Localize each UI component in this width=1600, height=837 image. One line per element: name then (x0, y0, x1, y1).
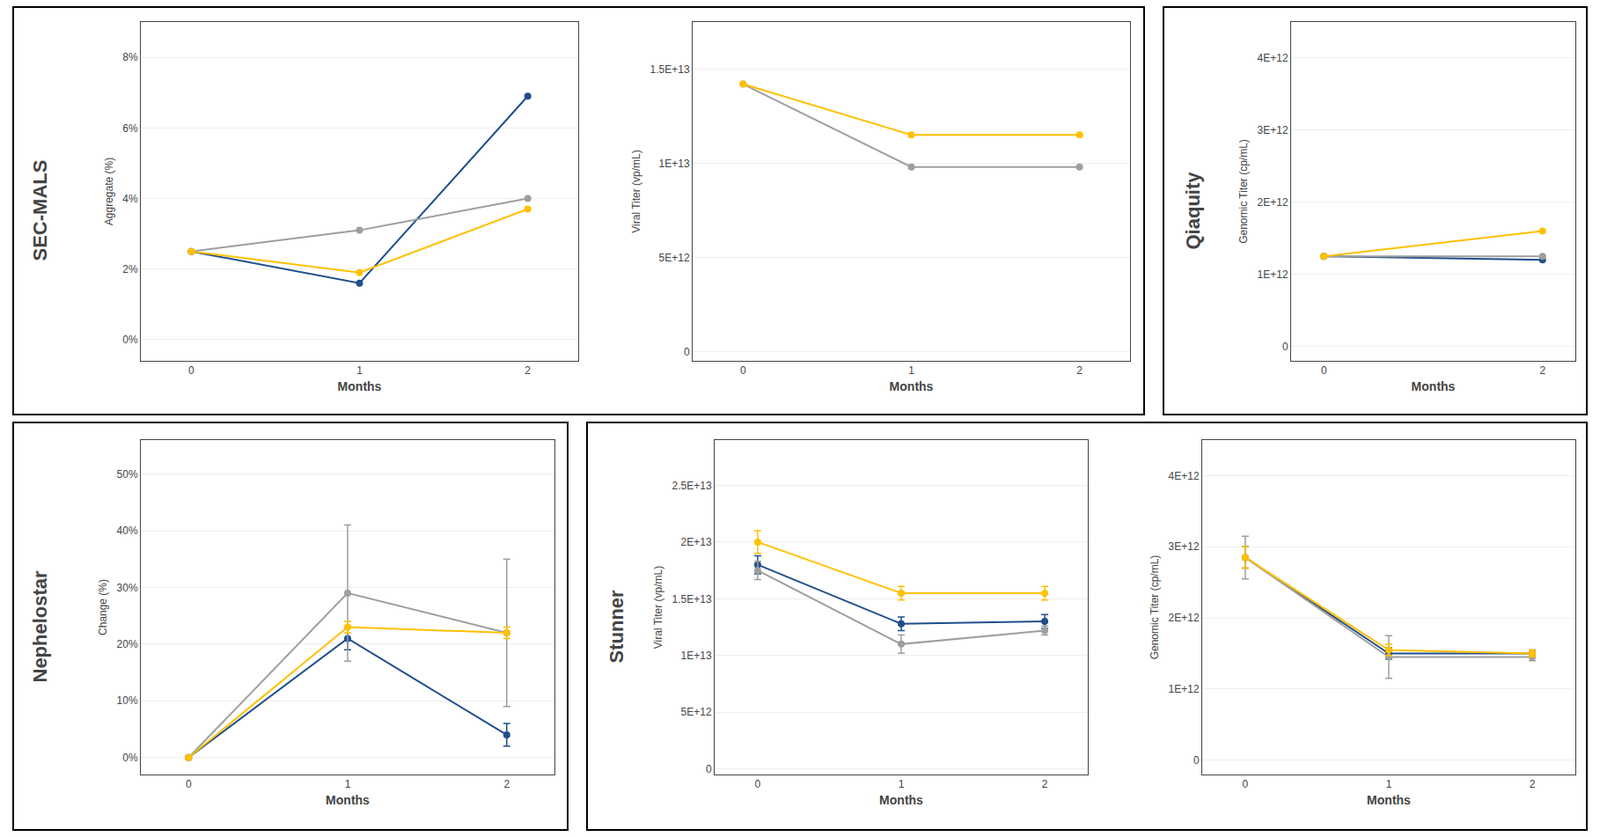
svg-text:0%: 0% (122, 333, 139, 346)
svg-text:2%: 2% (122, 263, 139, 276)
svg-text:1: 1 (356, 364, 363, 377)
svg-text:1.5E+13: 1.5E+13 (650, 63, 690, 76)
svg-text:1: 1 (344, 777, 352, 791)
svg-text:Nephelostar: Nephelostar (29, 570, 52, 683)
svg-text:0%: 0% (122, 751, 139, 764)
svg-text:Viral Titer (vp/mL): Viral Titer (vp/mL) (652, 565, 665, 649)
svg-text:Months: Months (889, 379, 934, 394)
svg-text:2: 2 (1076, 364, 1083, 377)
svg-text:40%: 40% (117, 524, 139, 537)
svg-text:3E+12: 3E+12 (1257, 124, 1289, 137)
svg-text:10%: 10% (117, 694, 139, 707)
svg-text:1E+13: 1E+13 (659, 157, 690, 170)
svg-text:Qiaquity: Qiaquity (1181, 171, 1204, 250)
svg-text:1E+12: 1E+12 (1168, 682, 1200, 696)
svg-text:5E+12: 5E+12 (659, 251, 690, 265)
svg-text:0: 0 (185, 777, 192, 791)
svg-text:3E+12: 3E+12 (1168, 540, 1200, 553)
svg-text:Months: Months (879, 792, 924, 808)
svg-text:Months: Months (1366, 792, 1411, 808)
svg-text:Aggregate (%): Aggregate (%) (102, 157, 116, 226)
svg-text:8%: 8% (122, 51, 139, 64)
svg-text:4E+12: 4E+12 (1257, 51, 1289, 65)
svg-text:1: 1 (1386, 777, 1393, 791)
svg-text:Genomic Titer (cp/mL): Genomic Titer (cp/mL) (1237, 139, 1250, 244)
svg-text:Months: Months (325, 792, 370, 808)
svg-text:1: 1 (898, 777, 905, 791)
svg-text:2E+13: 2E+13 (681, 535, 712, 549)
svg-text:0: 0 (1282, 340, 1289, 353)
svg-text:0: 0 (683, 345, 690, 359)
svg-text:50%: 50% (117, 468, 139, 481)
svg-text:1E+13: 1E+13 (681, 649, 712, 662)
svg-text:0: 0 (1193, 754, 1200, 767)
svg-text:4E+12: 4E+12 (1168, 469, 1200, 483)
svg-text:2E+12: 2E+12 (1168, 611, 1200, 624)
svg-text:0: 0 (705, 763, 712, 776)
svg-text:Months: Months (337, 379, 382, 394)
svg-text:0: 0 (740, 364, 747, 377)
svg-text:SEC-MALS: SEC-MALS (29, 160, 52, 262)
svg-text:4%: 4% (122, 192, 139, 206)
svg-text:2: 2 (503, 777, 510, 791)
svg-text:Genomic Titer (cp/mL): Genomic Titer (cp/mL) (1148, 555, 1161, 661)
svg-text:Stunner: Stunner (605, 589, 628, 664)
svg-text:1E+12: 1E+12 (1257, 268, 1289, 281)
svg-text:1: 1 (908, 364, 915, 377)
svg-text:Viral Titer (vp/mL): Viral Titer (vp/mL) (630, 149, 643, 233)
svg-text:2: 2 (524, 364, 531, 377)
svg-text:30%: 30% (117, 581, 139, 595)
svg-text:Change (%): Change (%) (96, 579, 110, 636)
svg-text:2E+12: 2E+12 (1257, 196, 1289, 209)
svg-text:20%: 20% (117, 638, 139, 651)
svg-text:0: 0 (188, 364, 195, 377)
svg-text:2: 2 (1042, 777, 1049, 791)
svg-text:0: 0 (755, 777, 762, 791)
svg-text:5E+12: 5E+12 (681, 705, 712, 719)
svg-text:0: 0 (1321, 364, 1328, 377)
svg-text:0: 0 (1242, 777, 1249, 791)
svg-text:6%: 6% (122, 122, 139, 135)
svg-text:2: 2 (1529, 777, 1536, 791)
svg-text:2.5E+13: 2.5E+13 (672, 479, 712, 492)
svg-text:1.5E+13: 1.5E+13 (672, 593, 712, 606)
svg-text:2: 2 (1539, 364, 1546, 377)
svg-text:Months: Months (1411, 379, 1456, 394)
